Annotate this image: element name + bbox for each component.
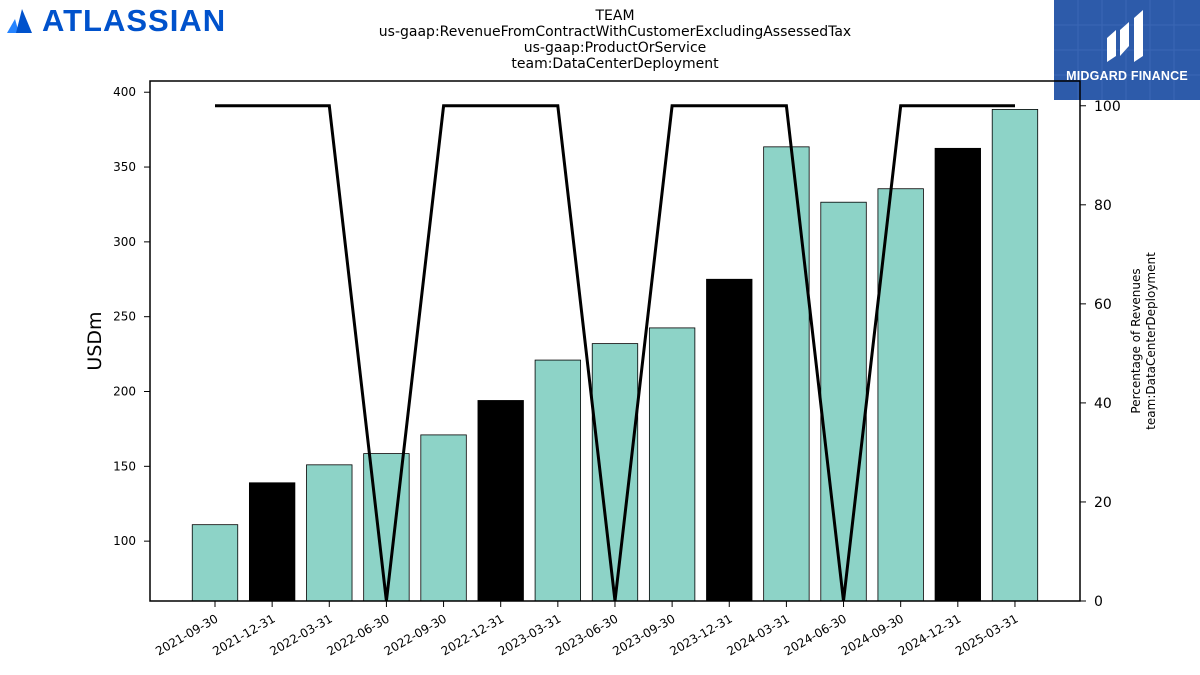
badge-name: MIDGARD FINANCE [1066, 69, 1188, 83]
bar [191, 524, 239, 602]
midgard-logo-icon [1054, 0, 1200, 100]
y2-tick-label: 20 [1094, 495, 1112, 511]
right-y-axis-label: Percentage of Revenues team:DataCenterDep… [1129, 252, 1158, 430]
y-axis-label: USDm [84, 311, 106, 370]
y2-tick-label: 0 [1094, 594, 1103, 610]
title-line: team:DataCenterDeployment [511, 56, 719, 72]
bar [934, 147, 981, 602]
bar [648, 327, 696, 602]
title-line: TEAM [594, 8, 634, 24]
y-tick-label: 350 [113, 160, 136, 174]
x-tick-label: 2023-12-31 [667, 611, 734, 658]
y-tick-label: 400 [113, 85, 136, 99]
x-tick-label: 2024-09-30 [839, 611, 906, 658]
y2-tick-label: 40 [1094, 396, 1112, 412]
x-tick-label: 2022-12-31 [439, 611, 506, 658]
x-tick-label: 2024-12-31 [896, 611, 963, 658]
atlassian-mark-icon [7, 9, 32, 33]
right-y-axis: 0 20 40 60 80 100 [1080, 99, 1121, 610]
title-line: us-gaap:ProductOrService [524, 40, 707, 56]
bar [248, 482, 296, 602]
brand-name: ATLASSIAN [42, 3, 227, 38]
x-tick-label: 2021-12-31 [210, 611, 277, 658]
y2-tick-label: 100 [1094, 99, 1121, 115]
bar [306, 464, 353, 602]
y-tick-label: 200 [113, 385, 136, 399]
x-tick-label: 2021-09-30 [153, 611, 220, 658]
bar [420, 434, 467, 602]
bar-series [191, 109, 1039, 602]
x-tick-label: 2023-03-31 [496, 611, 563, 658]
y-tick-label: 150 [113, 459, 136, 473]
y-tick-label: 250 [113, 310, 136, 324]
x-tick-label: 2024-06-30 [782, 611, 849, 658]
midgard-finance-badge: MIDGARD FINANCE [1054, 0, 1200, 100]
atlassian-logo: ATLASSIAN [4, 3, 227, 38]
x-axis: 2021-09-302021-12-312022-03-312022-06-30… [153, 601, 1020, 658]
chart-title: TEAMus-gaap:RevenueFromContractWithCusto… [379, 8, 851, 72]
x-tick-label: 2022-06-30 [325, 611, 392, 658]
y2-tick-label: 80 [1094, 198, 1112, 214]
bar [706, 278, 753, 602]
x-tick-label: 2025-03-31 [953, 611, 1020, 658]
x-tick-label: 2023-06-30 [553, 611, 620, 658]
x-tick-label: 2022-09-30 [382, 611, 449, 658]
x-tick-label: 2024-03-31 [724, 611, 791, 658]
y2-label-line: Percentage of Revenues [1129, 268, 1143, 413]
bar [534, 359, 581, 602]
y2-label-line: team:DataCenterDeployment [1144, 252, 1158, 430]
x-tick-label: 2023-09-30 [610, 611, 677, 658]
y-tick-label: 100 [113, 534, 136, 548]
bar [763, 146, 810, 602]
x-tick-label: 2022-03-31 [267, 611, 334, 658]
y2-tick-label: 60 [1094, 297, 1112, 313]
bar [991, 109, 1039, 602]
y-tick-label: 300 [113, 235, 136, 249]
left-y-axis: 100 150 200 250 300 350 400 [113, 85, 150, 548]
bar [820, 201, 867, 602]
bar [477, 400, 524, 602]
title-line: us-gaap:RevenueFromContractWithCustomerE… [379, 24, 851, 40]
